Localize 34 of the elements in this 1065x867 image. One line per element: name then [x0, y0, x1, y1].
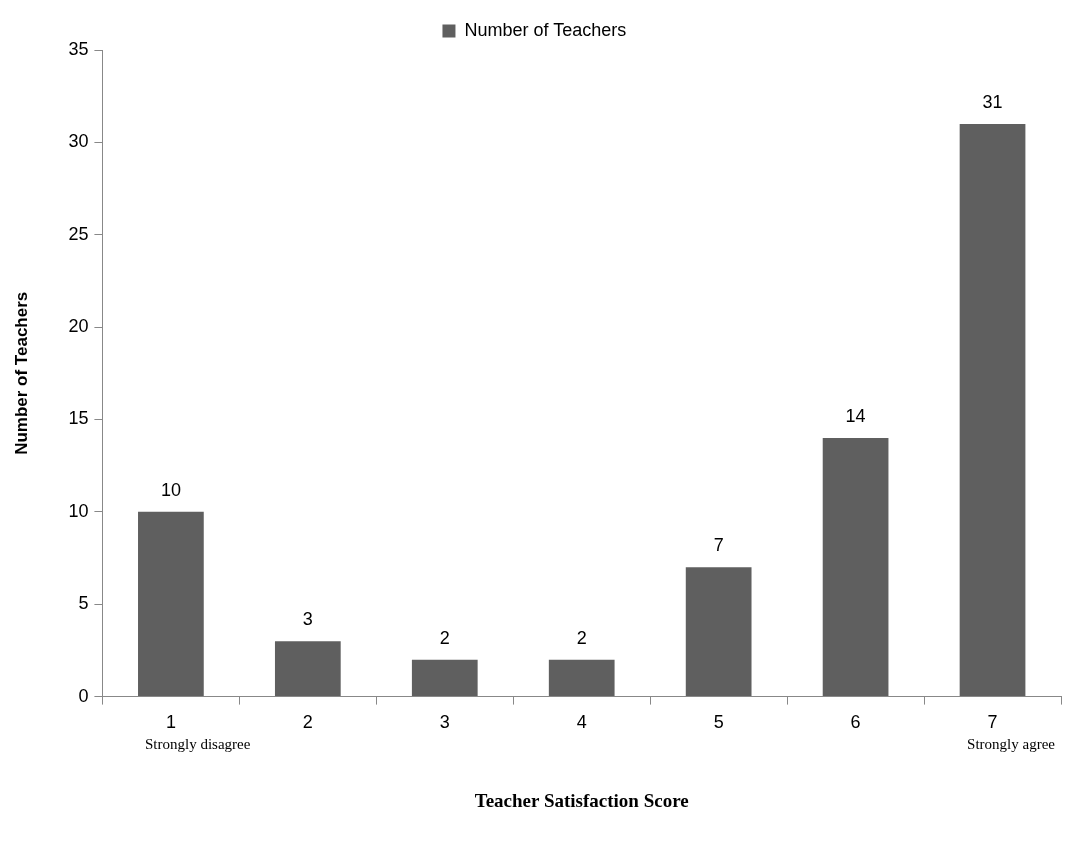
y-tick-label: 35 — [68, 38, 89, 59]
data-label: 2 — [576, 627, 587, 648]
x-tick-label: 5 — [713, 712, 724, 733]
x-tick-label: 2 — [302, 712, 313, 733]
bar — [959, 123, 1026, 697]
bar — [822, 437, 889, 697]
bar — [274, 641, 341, 697]
x-tick-label: 1 — [165, 712, 176, 733]
legend-label: Number of Teachers — [464, 19, 627, 40]
y-tick-label: 5 — [78, 593, 89, 614]
data-label: 31 — [982, 91, 1003, 112]
data-label: 2 — [439, 627, 450, 648]
y-tick-label: 25 — [68, 223, 89, 244]
y-tick-label: 15 — [68, 408, 89, 429]
y-tick-label: 30 — [68, 131, 89, 152]
y-tick-label: 10 — [68, 500, 89, 521]
x-tick-label: 7 — [987, 712, 998, 733]
text: Strongly disagree — [145, 736, 251, 753]
y-axis-title: Number of Teachers — [11, 291, 31, 455]
x-tick-label: 3 — [439, 712, 450, 733]
data-label: 10 — [160, 479, 181, 500]
y-tick-label: 0 — [78, 685, 89, 706]
data-label: 3 — [302, 609, 313, 630]
bar — [685, 567, 752, 697]
x-tick-label: 4 — [576, 712, 587, 733]
bar — [411, 659, 478, 697]
x-axis-title: Teacher Satisfaction Score — [474, 789, 689, 811]
y-tick-label: 20 — [68, 316, 89, 337]
x-tick-label: 6 — [850, 712, 861, 733]
data-label: 14 — [845, 405, 866, 426]
text: Strongly agree — [967, 736, 1055, 753]
data-label: 7 — [713, 535, 724, 556]
bar — [548, 659, 615, 697]
bar — [138, 511, 204, 697]
